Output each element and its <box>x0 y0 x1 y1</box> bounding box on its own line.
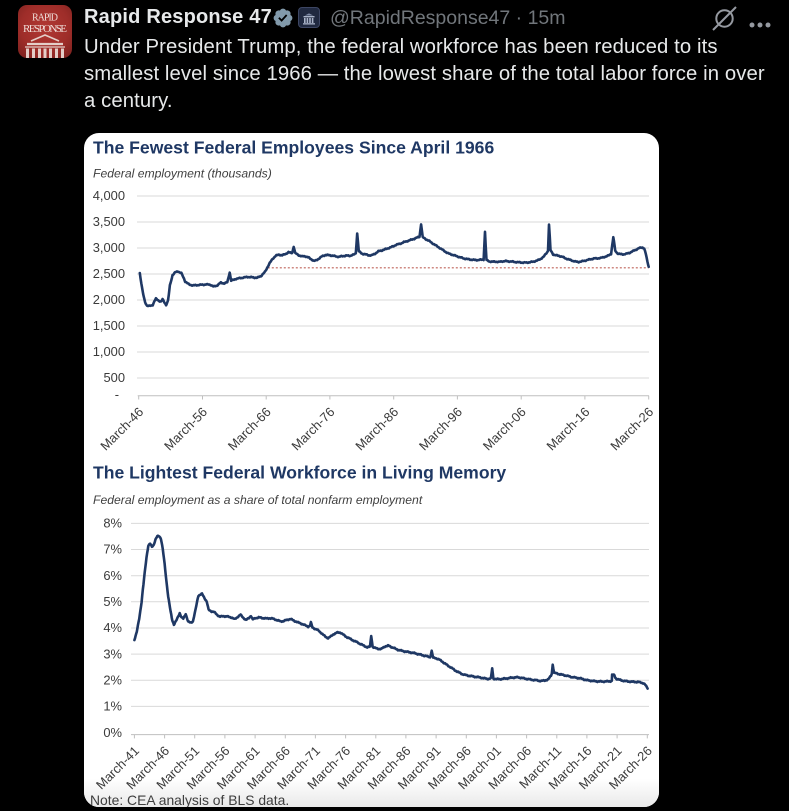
svg-text:Federal employment (thousands): Federal employment (thousands) <box>93 167 272 181</box>
svg-text:7%: 7% <box>103 542 122 557</box>
svg-text:-: - <box>115 387 119 402</box>
svg-text:0%: 0% <box>103 725 122 740</box>
svg-text:RESPONSE: RESPONSE <box>23 23 67 35</box>
svg-text:4%: 4% <box>103 620 122 635</box>
svg-text:March-26: March-26 <box>607 404 656 453</box>
svg-text:5%: 5% <box>103 594 122 609</box>
svg-text:The Fewest Federal Employees S: The Fewest Federal Employees Since April… <box>93 138 494 158</box>
svg-text:1,500: 1,500 <box>93 318 125 333</box>
svg-text:6%: 6% <box>103 568 122 583</box>
svg-text:March-56: March-56 <box>161 404 210 453</box>
svg-text:The Lightest Federal Workforce: The Lightest Federal Workforce in Living… <box>93 463 506 483</box>
svg-text:500: 500 <box>103 370 125 385</box>
svg-text:Federal employment as a share: Federal employment as a share of total n… <box>93 493 423 507</box>
svg-text:2,000: 2,000 <box>93 292 125 307</box>
svg-text:1%: 1% <box>103 699 122 714</box>
svg-text:March-46: March-46 <box>97 404 146 453</box>
svg-text:RAPID: RAPID <box>32 13 58 24</box>
svg-text:8%: 8% <box>103 516 122 531</box>
svg-text:March-76: March-76 <box>288 404 337 453</box>
svg-text:3,000: 3,000 <box>93 240 125 255</box>
svg-text:2%: 2% <box>103 673 122 688</box>
svg-text:3%: 3% <box>103 646 122 661</box>
svg-text:March-06: March-06 <box>480 404 529 453</box>
svg-text:2,500: 2,500 <box>93 266 125 281</box>
svg-text:March-66: March-66 <box>225 404 274 453</box>
svg-text:Note: CEA analysis of BLS data: Note: CEA analysis of BLS data. <box>90 792 289 807</box>
svg-text:March-16: March-16 <box>543 404 592 453</box>
svg-text:4,000: 4,000 <box>93 188 125 203</box>
svg-text:March-96: March-96 <box>416 404 465 453</box>
svg-text:March-86: March-86 <box>352 404 401 453</box>
svg-text:1,000: 1,000 <box>93 344 125 359</box>
svg-text:3,500: 3,500 <box>93 214 125 229</box>
